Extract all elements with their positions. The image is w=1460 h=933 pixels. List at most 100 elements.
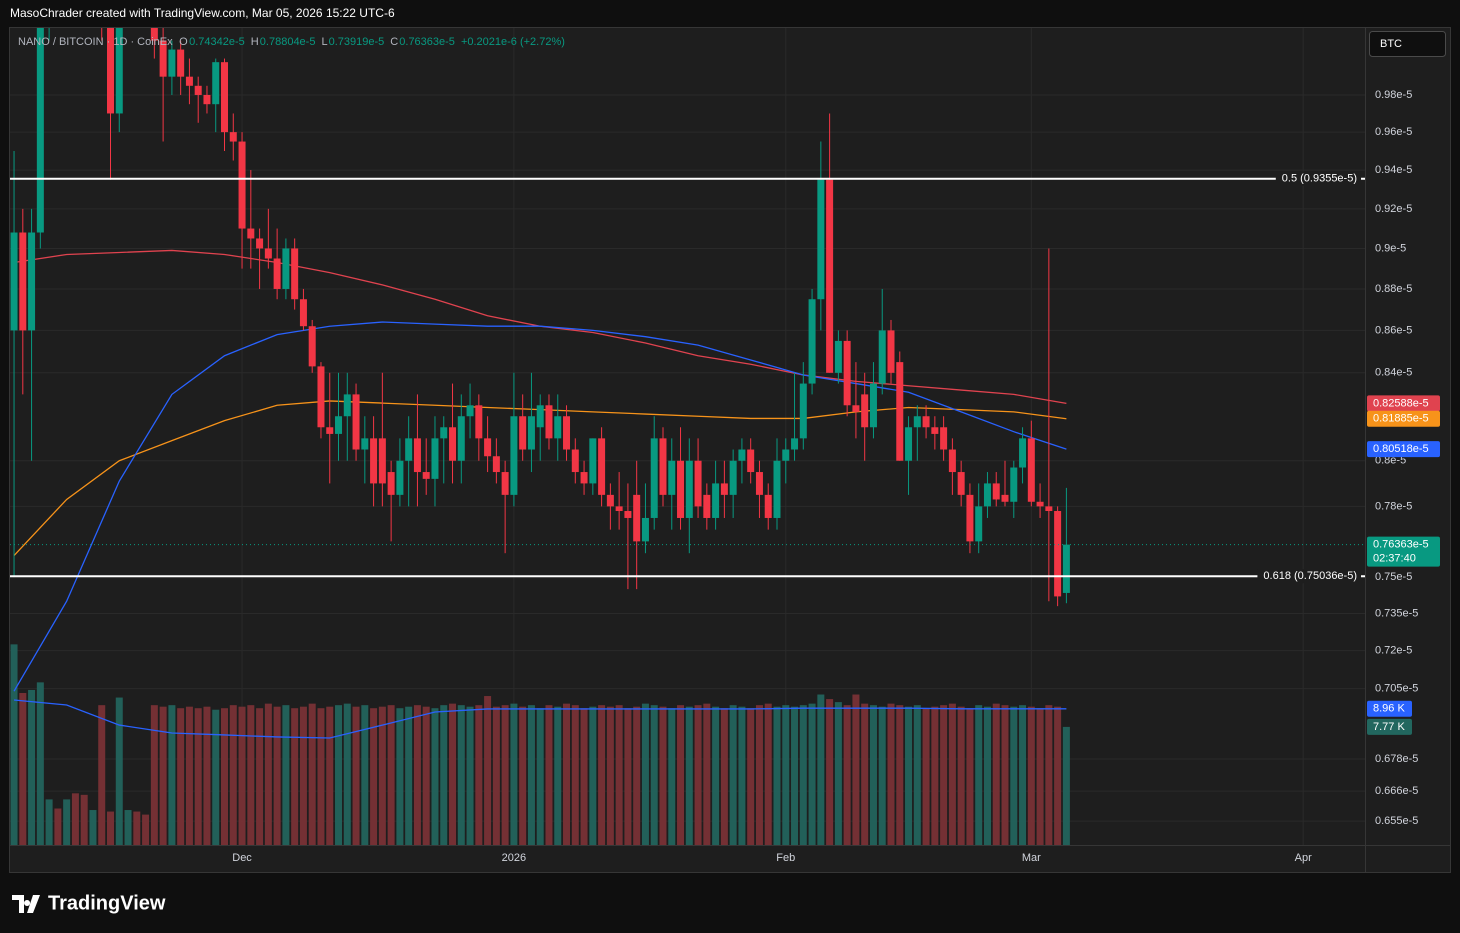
- candle-body: [931, 427, 939, 434]
- volume-bar: [203, 706, 211, 845]
- candle-body: [449, 427, 457, 461]
- candle-body: [510, 416, 518, 495]
- volume-bar: [983, 706, 991, 845]
- volume-bar: [843, 705, 851, 845]
- candle-body: [738, 449, 746, 461]
- volume-bar: [703, 703, 711, 845]
- candle-body: [755, 472, 763, 495]
- volume-bar: [475, 705, 483, 845]
- volume-bar: [492, 706, 500, 845]
- volume-bar: [299, 706, 307, 845]
- x-tick-label: Dec: [232, 852, 252, 864]
- x-tick-label: Feb: [776, 852, 795, 864]
- volume-tag: [1367, 718, 1412, 735]
- volume-bar: [264, 703, 272, 845]
- y-tick-label: 0.84e-5: [1375, 367, 1412, 379]
- candle-body: [501, 472, 509, 495]
- volume-ma-line: [13, 699, 1067, 739]
- volume-bar: [308, 703, 316, 845]
- volume-bar: [1062, 726, 1070, 845]
- volume-bar: [668, 708, 676, 845]
- candle-body: [168, 49, 176, 77]
- volume-bar: [764, 703, 772, 845]
- candle-body: [966, 494, 974, 542]
- candle-body: [869, 383, 877, 428]
- fib-label: 0.618 (0.75036e-5): [1263, 570, 1357, 582]
- volume-bar: [624, 708, 632, 845]
- volume-bar: [659, 706, 667, 845]
- volume-bar: [177, 708, 185, 845]
- symbol: NANO / BITCOIN · 1D · CoinEx: [18, 36, 173, 48]
- volume-bar: [63, 799, 71, 845]
- candle-body: [913, 416, 921, 428]
- candle-body: [641, 517, 649, 542]
- candle-body: [492, 456, 500, 473]
- candle-body: [335, 416, 343, 434]
- currency: BTC: [1380, 38, 1402, 50]
- candle-body: [983, 483, 991, 507]
- volume-bar: [729, 705, 737, 845]
- candle-body: [387, 472, 395, 495]
- volume-bar: [396, 708, 404, 845]
- volume-bar: [694, 705, 702, 845]
- candle-body: [291, 248, 299, 300]
- candle-body: [28, 232, 36, 331]
- candle-body: [1036, 501, 1044, 507]
- currency-box[interactable]: [1369, 31, 1446, 57]
- candle-body: [10, 232, 18, 331]
- volume-bar: [650, 705, 658, 845]
- header: MasoChrader created with TradingView.com…: [10, 6, 395, 20]
- volume-bar: [256, 708, 264, 845]
- volume-bar: [431, 708, 439, 845]
- volume-bar: [799, 705, 807, 845]
- volume-bar: [1036, 708, 1044, 845]
- volume-bar: [28, 689, 36, 845]
- candle-body: [782, 449, 790, 461]
- volume-bar: [589, 706, 597, 845]
- y-tick-label: 0.96e-5: [1375, 126, 1412, 138]
- volume-bar: [571, 705, 579, 845]
- candle-body: [484, 438, 492, 457]
- candle-body: [282, 248, 290, 289]
- candle-body: [440, 427, 448, 439]
- volume-bar: [536, 708, 544, 845]
- volume-bar: [677, 705, 685, 845]
- candle-body: [650, 438, 658, 518]
- candle-body: [422, 472, 430, 479]
- candle-body: [273, 258, 281, 289]
- volume-bar: [527, 705, 535, 845]
- candle-body: [826, 179, 834, 373]
- volume-bar: [150, 705, 158, 845]
- volume-bar: [852, 694, 860, 845]
- candle-body: [378, 438, 386, 484]
- candle-body: [843, 340, 851, 406]
- x-tick-label: Mar: [1022, 852, 1041, 864]
- volume-bar: [1045, 705, 1053, 845]
- ohlc-value: 0.74342e-5: [189, 36, 245, 48]
- y-tick-label: 0.92e-5: [1375, 203, 1412, 215]
- candle-body: [177, 49, 185, 77]
- candle-body: [396, 460, 404, 495]
- candle-body: [571, 449, 579, 473]
- candle-body: [992, 483, 1000, 500]
- volume-bar: [791, 706, 799, 845]
- ma-line: [13, 321, 1067, 692]
- candle-body: [747, 449, 755, 473]
- candle-body: [957, 472, 965, 495]
- candle-body: [413, 438, 421, 473]
- y-tick-label: 0.98e-5: [1375, 89, 1412, 101]
- candle-body: [1054, 511, 1062, 597]
- volume-bar: [80, 794, 88, 845]
- volume-bar: [834, 702, 842, 845]
- candle-body: [878, 330, 886, 384]
- y-tick-label: 0.86e-5: [1375, 324, 1412, 336]
- volume-bar: [641, 703, 649, 845]
- volume-bar: [142, 814, 150, 845]
- volume-bar: [712, 706, 720, 845]
- candle-body: [1027, 438, 1035, 502]
- volume-bar: [948, 703, 956, 845]
- candle-body: [238, 141, 246, 229]
- candle-body: [764, 494, 772, 518]
- volume-bar: [413, 705, 421, 845]
- volume-bar: [212, 709, 220, 845]
